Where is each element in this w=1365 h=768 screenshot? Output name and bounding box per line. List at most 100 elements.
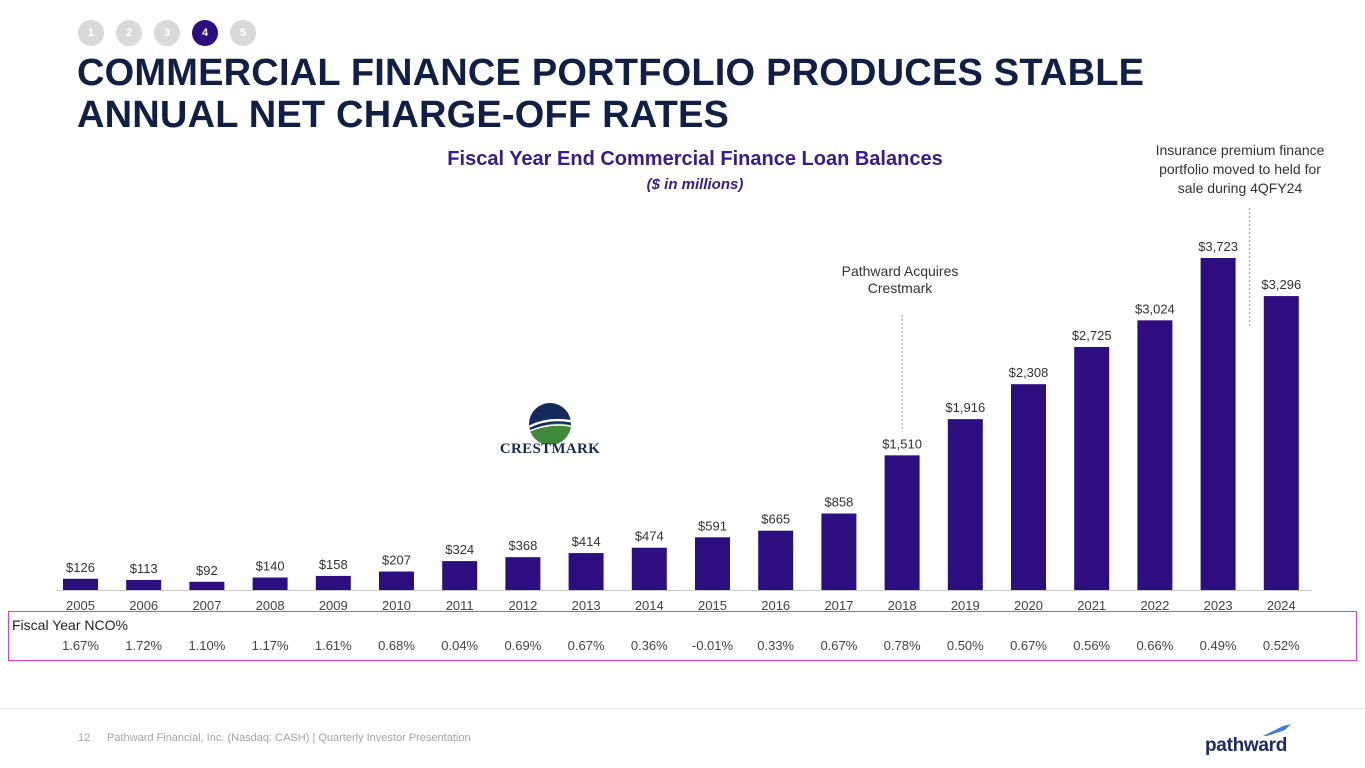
- x-tick-2021: 2021: [1077, 598, 1106, 613]
- x-tick-2013: 2013: [572, 598, 601, 613]
- x-tick-2016: 2016: [761, 598, 790, 613]
- slide-title: COMMERCIAL FINANCE PORTFOLIO PRODUCES ST…: [77, 52, 1145, 136]
- nco-value-2006: 1.72%: [125, 638, 163, 653]
- bar-2015: [695, 537, 730, 590]
- chart-title: Fiscal Year End Commercial Finance Loan …: [447, 148, 943, 170]
- nco-value-2017: 0.67%: [820, 638, 858, 653]
- bar-2007: [189, 581, 225, 590]
- footer-divider: [0, 708, 1365, 709]
- x-tick-2012: 2012: [508, 598, 537, 613]
- nco-value-2020: 0.67%: [1010, 638, 1047, 653]
- x-tick-2017: 2017: [824, 598, 853, 613]
- bar-2013: [568, 553, 604, 590]
- x-tick-2006: 2006: [129, 598, 158, 613]
- nco-value-2007: 1.10%: [188, 638, 226, 653]
- x-tick-2014: 2014: [635, 598, 664, 613]
- nco-value-2021: 0.56%: [1073, 638, 1111, 653]
- nco-value-2010: 0.68%: [378, 638, 415, 653]
- x-tick-2019: 2019: [951, 598, 980, 613]
- nco-value-2016: 0.33%: [757, 638, 795, 653]
- pathward-wordmark: pathward: [1205, 735, 1288, 756]
- annotation-held-for-sale-line-3: sale during 4QFY24: [1178, 180, 1303, 196]
- pathward-swoosh-icon: [1263, 724, 1291, 736]
- value-label-2010: $207: [382, 553, 411, 568]
- x-tick-2024: 2024: [1267, 598, 1296, 613]
- page-number: 12: [78, 732, 91, 744]
- bar-2008: [252, 577, 288, 590]
- x-tick-2020: 2020: [1014, 598, 1043, 613]
- nco-value-2019: 0.50%: [946, 638, 984, 653]
- annotation-acquisition-line-1: Pathward Acquires: [842, 263, 959, 279]
- value-label-2009: $158: [319, 557, 348, 572]
- nco-value-2005: 1.67%: [62, 638, 99, 653]
- value-label-2006: $113: [130, 561, 158, 576]
- nco-highlight-box: [8, 611, 1357, 661]
- x-tick-2011: 2011: [446, 598, 474, 613]
- x-tick-2022: 2022: [1140, 598, 1169, 613]
- footer-text: Pathward Financial, Inc. (Nasdaq: CASH) …: [107, 732, 471, 744]
- value-label-2019: $1,916: [945, 400, 985, 415]
- x-tick-2023: 2023: [1204, 598, 1233, 613]
- x-tick-2009: 2009: [319, 598, 348, 613]
- bar-2016: [758, 530, 794, 590]
- bar-2018: [884, 455, 920, 590]
- bar-2023: [1200, 258, 1236, 590]
- value-label-2016: $665: [761, 512, 790, 527]
- nco-value-2022: 0.66%: [1136, 638, 1174, 653]
- value-label-2007: $92: [196, 563, 218, 578]
- bar-2012: [505, 557, 541, 590]
- step-1[interactable]: 1: [78, 20, 104, 46]
- value-label-2008: $140: [256, 559, 285, 574]
- bar-2009: [315, 575, 351, 590]
- value-label-2015: $591: [698, 518, 727, 533]
- nco-value-2008: 1.17%: [251, 638, 289, 653]
- step-2[interactable]: 2: [116, 20, 142, 46]
- value-label-2014: $474: [635, 529, 664, 544]
- bar-2011: [442, 561, 478, 590]
- value-label-2021: $2,725: [1072, 328, 1112, 343]
- nco-value-2013: 0.67%: [567, 638, 605, 653]
- bar-2019: [947, 419, 983, 590]
- bar-2006: [126, 579, 162, 590]
- x-tick-2005: 2005: [66, 598, 95, 613]
- bar-2010: [379, 571, 414, 590]
- bar-2017: [821, 513, 857, 590]
- bar-2022: [1137, 320, 1173, 590]
- step-5[interactable]: 5: [230, 20, 256, 46]
- nco-value-2012: 0.69%: [504, 638, 542, 653]
- nco-value-2015: -0.01%: [691, 638, 734, 653]
- value-label-2005: $126: [66, 560, 95, 575]
- x-tick-2007: 2007: [192, 598, 221, 613]
- nco-value-2009: 1.61%: [314, 638, 352, 653]
- nco-value-2011: 0.04%: [441, 638, 479, 653]
- nco-row-label: Fiscal Year NCO%: [12, 617, 128, 633]
- nco-value-2024: 0.52%: [1262, 638, 1300, 653]
- value-label-2018: $1,510: [882, 436, 922, 451]
- x-tick-2018: 2018: [888, 598, 917, 613]
- chart-subtitle: ($ in millions): [646, 176, 744, 193]
- annotation-held-for-sale-line-2: portfolio moved to held for: [1159, 161, 1321, 177]
- value-label-2023: $3,723: [1198, 239, 1238, 254]
- step-3[interactable]: 3: [154, 20, 180, 46]
- section-stepper: 1 2 3 4 5: [78, 20, 256, 46]
- value-label-2017: $858: [824, 494, 853, 509]
- value-label-2013: $414: [572, 534, 601, 549]
- value-label-2011: $324: [445, 542, 474, 557]
- nco-value-2014: 0.36%: [630, 638, 668, 653]
- crestmark-wordmark: CRESTMARK: [499, 441, 601, 457]
- bar-2020: [1011, 384, 1046, 590]
- x-tick-2010: 2010: [382, 598, 411, 613]
- crestmark-emblem-icon: [529, 403, 571, 445]
- pathward-logo: pathward: [1205, 722, 1295, 756]
- value-label-2024: $3,296: [1261, 277, 1301, 292]
- annotation-acquisition-line-2: Crestmark: [868, 280, 934, 296]
- value-label-2022: $3,024: [1135, 301, 1175, 316]
- bar-2024: [1263, 296, 1299, 590]
- nco-value-2023: 0.49%: [1199, 638, 1237, 653]
- bar-2014: [631, 547, 667, 590]
- x-tick-2015: 2015: [698, 598, 727, 613]
- value-label-2020: $2,308: [1009, 365, 1049, 380]
- nco-value-2018: 0.78%: [883, 638, 921, 653]
- step-4[interactable]: 4: [192, 20, 218, 46]
- x-tick-2008: 2008: [256, 598, 285, 613]
